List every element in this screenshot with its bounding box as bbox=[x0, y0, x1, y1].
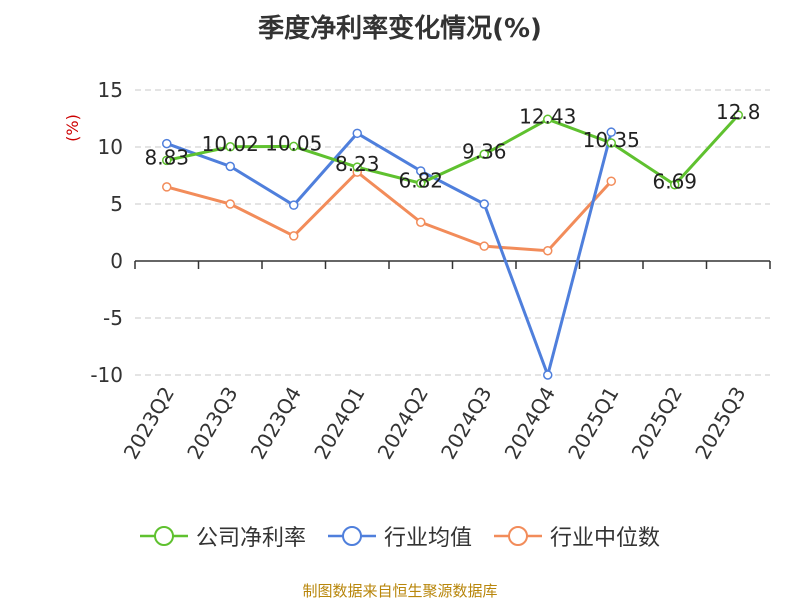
data-point bbox=[479, 149, 489, 160]
legend-label: 公司净利率 bbox=[195, 526, 306, 551]
legend-item[interactable]: 行业均值 bbox=[327, 520, 472, 552]
x-tick-label: 2025Q3 bbox=[690, 383, 750, 464]
data-point bbox=[225, 199, 235, 209]
data-point bbox=[416, 217, 426, 227]
data-point bbox=[162, 138, 172, 149]
data-point bbox=[670, 179, 680, 190]
x-tick-label: 2025Q2 bbox=[627, 383, 687, 464]
data-label: 8.23 bbox=[335, 152, 380, 176]
y-tick-label: 15 bbox=[98, 78, 123, 102]
data-point bbox=[543, 370, 553, 380]
data-point bbox=[606, 176, 616, 186]
x-tick-label: 2023Q2 bbox=[119, 383, 179, 464]
data-label: 6.69 bbox=[652, 170, 697, 194]
data-label: 12.8 bbox=[716, 100, 761, 124]
data-label: 10.02 bbox=[202, 132, 259, 156]
series-layer bbox=[162, 110, 743, 380]
y-axis-label: (%) bbox=[63, 114, 82, 142]
x-tick-label: 2024Q2 bbox=[373, 383, 433, 464]
legend-item[interactable]: 公司净利率 bbox=[139, 520, 306, 552]
legend-marker bbox=[153, 526, 174, 546]
legend-marker bbox=[508, 526, 528, 546]
data-point bbox=[162, 182, 172, 192]
label-layer: 8.83 10.02 10.05 8.23 6.82 9.36 12.43 10.35 6.69… bbox=[144, 100, 760, 194]
legend-label: 行业均值 bbox=[383, 526, 472, 551]
legend-item[interactable]: 行业中位数 bbox=[494, 520, 660, 552]
x-tick-label: 2024Q1 bbox=[309, 383, 369, 464]
data-point bbox=[416, 166, 426, 176]
legend-swatch bbox=[494, 526, 542, 546]
data-point bbox=[543, 114, 553, 125]
y-tick-label: -5 bbox=[103, 306, 123, 330]
legend-label: 行业中位数 bbox=[550, 526, 661, 551]
y-tick-label: -10 bbox=[90, 363, 123, 387]
x-tick-label: 2024Q3 bbox=[436, 383, 496, 464]
data-label: 12.43 bbox=[519, 104, 576, 128]
x-tick-label: 2024Q4 bbox=[500, 383, 560, 464]
data-point bbox=[289, 200, 299, 210]
data-label: 9.36 bbox=[462, 139, 507, 163]
data-point bbox=[162, 155, 172, 166]
data-point bbox=[289, 141, 299, 152]
data-label: 6.82 bbox=[398, 168, 443, 192]
data-point bbox=[733, 110, 743, 120]
chart-title: 季度净利率变化情况(%) bbox=[258, 14, 542, 44]
y-tick-label: 5 bbox=[110, 192, 123, 216]
series-line bbox=[166, 170, 613, 253]
legend-swatch bbox=[139, 526, 188, 546]
data-point bbox=[289, 231, 299, 241]
data-point bbox=[606, 127, 616, 137]
data-point bbox=[352, 128, 362, 139]
legend-swatch bbox=[327, 526, 376, 546]
x-tick-label: 2025Q1 bbox=[563, 383, 623, 464]
legend-marker bbox=[341, 526, 362, 546]
x-tick-label: 2023Q3 bbox=[182, 383, 242, 464]
data-point bbox=[543, 245, 553, 256]
series-line bbox=[166, 131, 613, 380]
legend: 公司净利率 行业均值 行业中位数 bbox=[0, 520, 800, 552]
y-tick-label: 10 bbox=[98, 135, 123, 159]
y-tick-label: 0 bbox=[110, 249, 123, 273]
data-point bbox=[225, 142, 235, 152]
data-point bbox=[479, 241, 489, 251]
data-point bbox=[606, 138, 616, 148]
data-point bbox=[225, 161, 235, 172]
data-point bbox=[479, 199, 489, 209]
series-line bbox=[166, 114, 740, 187]
source-footer: 制图数据来自恒生聚源数据库 bbox=[302, 582, 498, 600]
data-point bbox=[416, 178, 426, 189]
data-label: 10.35 bbox=[583, 128, 640, 152]
data-label: 8.83 bbox=[144, 145, 189, 169]
data-point bbox=[352, 162, 362, 172]
x-tick-label: 2023Q4 bbox=[246, 383, 306, 464]
data-label: 10.05 bbox=[265, 131, 322, 155]
